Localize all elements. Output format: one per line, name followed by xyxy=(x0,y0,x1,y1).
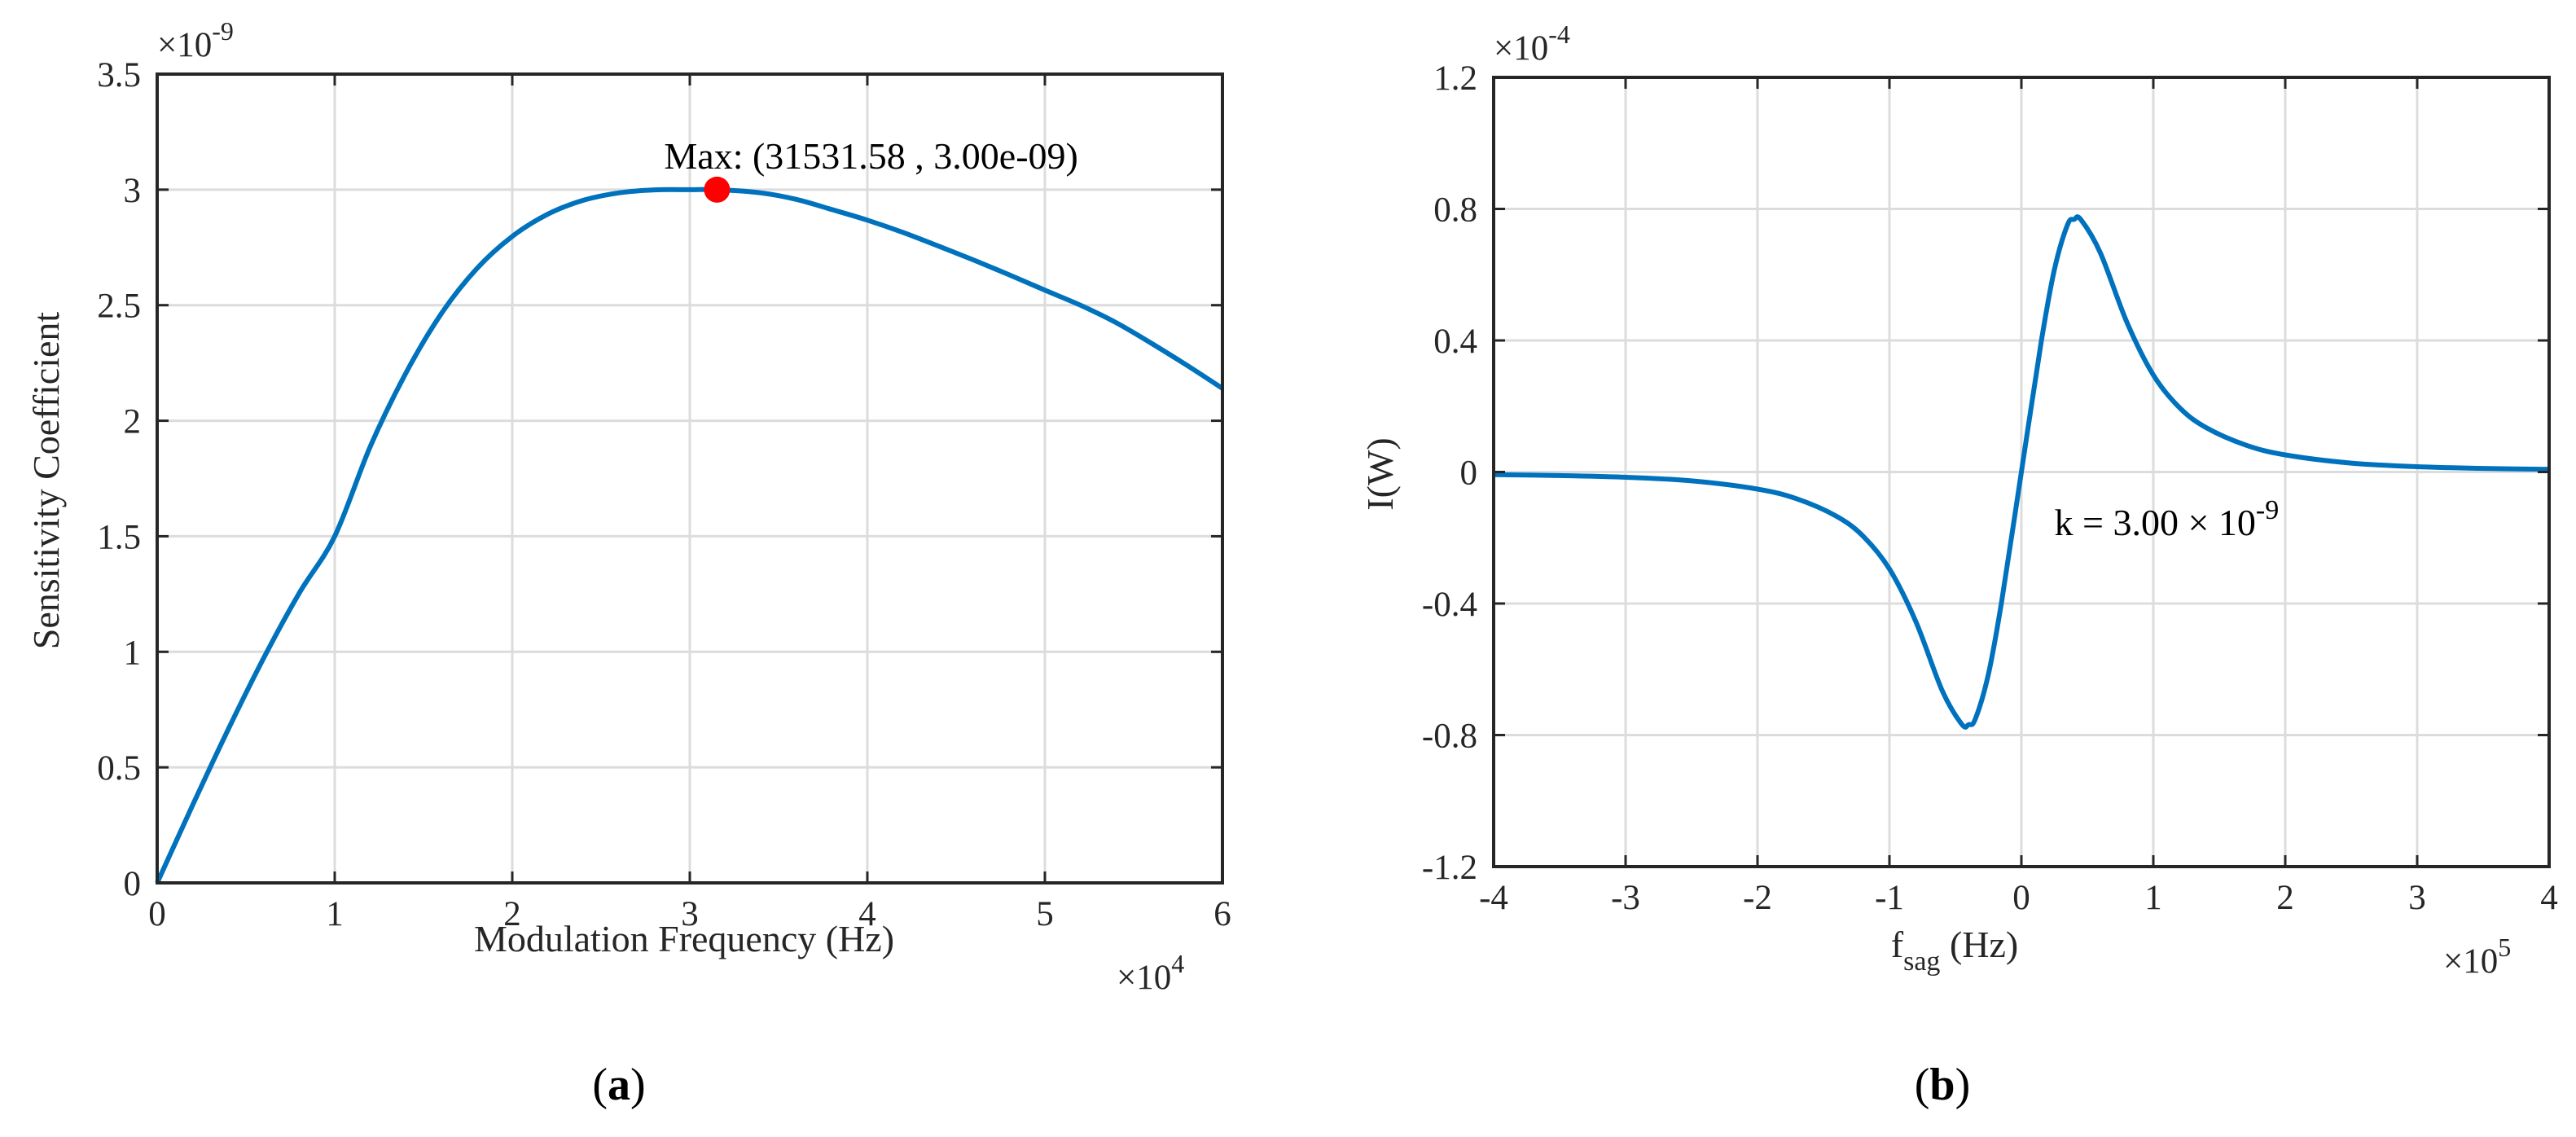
chart-a-series-line xyxy=(155,187,1224,885)
chart-b-y-tick-label: 0 xyxy=(1460,454,1478,493)
chart-a-x-tick-label: 5 xyxy=(1036,895,1054,933)
chart-a-y-tick-label: 2 xyxy=(124,403,142,441)
chart-b-y-multiplier-exponent: -4 xyxy=(1548,20,1570,49)
chart-a-panel-label-open: ( xyxy=(592,1060,608,1110)
chart-b-k-annotation-exponent: -9 xyxy=(2256,495,2279,525)
chart-b-x-axis-label-rest: (Hz) xyxy=(1940,924,2018,965)
chart-b-x-ticks: -4 -3 -2 -1 0 1 2 3 4 xyxy=(1479,77,2558,917)
chart-a-y-tick-label: 3.5 xyxy=(97,56,141,94)
chart-b-y-multiplier: ×10-4 xyxy=(1494,20,1570,68)
chart-a-x-multiplier-exponent: 4 xyxy=(1171,949,1184,978)
chart-a-x-tick-label: 3 xyxy=(681,895,699,933)
chart-a-x-multiplier-times: × xyxy=(1117,959,1136,997)
chart-b-x-tick-label: -3 xyxy=(1611,879,1640,917)
chart-a-y-multiplier-exponent: -9 xyxy=(212,16,234,46)
chart-b-y-tick-label: -1.2 xyxy=(1422,849,1477,887)
chart-a-y-tick-label: 2.5 xyxy=(97,288,141,326)
chart-a-x-tick-label: 2 xyxy=(503,895,521,933)
chart-b-y-tick-label: 0.4 xyxy=(1433,323,1477,361)
chart-b-x-tick-label: 3 xyxy=(2408,879,2426,917)
chart-b-y-multiplier-times: × xyxy=(1494,29,1513,68)
chart-b-panel-label: (b) xyxy=(1915,1060,1970,1110)
chart-a-panel-label-letter: a xyxy=(608,1060,630,1110)
chart-b-y-tick-label: 0.8 xyxy=(1433,191,1477,230)
chart-a-y-multiplier: ×10-9 xyxy=(157,16,234,64)
chart-b-series-line xyxy=(1493,214,2550,730)
chart-a-y-tick-label: 1 xyxy=(124,634,142,672)
chart-b-x-multiplier-times: × xyxy=(2443,942,2463,981)
chart-a-grid xyxy=(156,72,1224,885)
chart-a-y-ticks: 0 0.5 1 1.5 2 2.5 3 3.5 xyxy=(97,56,1222,903)
chart-a: 0 1 2 3 4 5 6 0 0.5 1 1.5 2 2.5 3 3.5 Max: (31531.58 … xyxy=(25,16,1231,1110)
chart-a-y-tick-label: 0.5 xyxy=(97,749,141,788)
chart-a-panel-label: (a) xyxy=(592,1060,645,1110)
chart-b-x-multiplier-exponent: 5 xyxy=(2498,933,2511,962)
chart-b-panel-label-open: ( xyxy=(1915,1060,1930,1110)
chart-b-k-annotation: k = 3.00 × 10-9 xyxy=(2055,495,2280,543)
chart-a-max-marker xyxy=(704,176,731,203)
chart-b-k-annotation-text: k = 3.00 × 10 xyxy=(2055,502,2256,543)
chart-b-y-axis-label: I(W) xyxy=(1359,437,1401,510)
chart-b-y-tick-label: -0.8 xyxy=(1422,718,1477,756)
chart-a-y-tick-label: 0 xyxy=(124,865,142,903)
chart-a-y-tick-label: 3 xyxy=(124,172,142,210)
chart-a-x-tick-label: 1 xyxy=(326,895,344,933)
chart-b-x-tick-label: 0 xyxy=(2012,879,2030,917)
chart-a-x-multiplier-base: 10 xyxy=(1136,959,1171,997)
chart-b: -4 -3 -2 -1 0 1 2 3 4 -1.2 -0.8 -0.4 0 0.4 0.8 1.2 k =… xyxy=(1359,20,2558,1110)
chart-b-y-tick-label: 1.2 xyxy=(1433,59,1477,98)
chart-a-y-multiplier-base: 10 xyxy=(177,26,212,64)
chart-b-x-tick-label: -1 xyxy=(1875,879,1904,917)
chart-b-x-tick-label: 1 xyxy=(2144,879,2162,917)
chart-b-x-axis-label-main: f xyxy=(1891,924,1904,965)
chart-a-x-ticks: 0 1 2 3 4 5 6 xyxy=(148,74,1231,933)
chart-a-y-tick-label: 1.5 xyxy=(97,518,141,556)
chart-a-x-tick-label: 0 xyxy=(148,895,166,933)
chart-b-x-multiplier: ×105 xyxy=(2443,933,2511,981)
chart-a-max-annotation: Max: (31531.58 , 3.00e-09) xyxy=(664,135,1077,177)
chart-a-x-multiplier: ×104 xyxy=(1117,949,1184,997)
chart-a-y-axis-label: Sensitivity Coefficient xyxy=(25,312,67,650)
chart-a-y-multiplier-times: × xyxy=(157,26,177,64)
chart-b-panel-label-letter: b xyxy=(1929,1060,1955,1110)
chart-b-y-ticks: -1.2 -0.8 -0.4 0 0.4 0.8 1.2 xyxy=(1422,59,2549,887)
chart-b-x-axis-label-sub: sag xyxy=(1903,946,1940,977)
chart-b-y-tick-label: -0.4 xyxy=(1422,586,1477,624)
chart-b-y-multiplier-base: 10 xyxy=(1513,29,1548,68)
chart-b-x-tick-label: -2 xyxy=(1743,879,1772,917)
chart-a-x-tick-label: 6 xyxy=(1213,895,1231,933)
chart-b-x-tick-label: 2 xyxy=(2276,879,2294,917)
chart-a-x-tick-label: 4 xyxy=(858,895,876,933)
chart-b-x-tick-label: 4 xyxy=(2540,879,2558,917)
chart-b-panel-label-close: ) xyxy=(1955,1060,1971,1110)
chart-b-x-multiplier-base: 10 xyxy=(2463,942,2498,981)
chart-a-panel-label-close: ) xyxy=(630,1060,646,1110)
chart-b-x-tick-label: -4 xyxy=(1479,879,1508,917)
chart-b-x-axis-label: fsag (Hz) xyxy=(1891,924,2018,977)
chart-a-x-axis-label: Modulation Frequency (Hz) xyxy=(474,918,894,959)
